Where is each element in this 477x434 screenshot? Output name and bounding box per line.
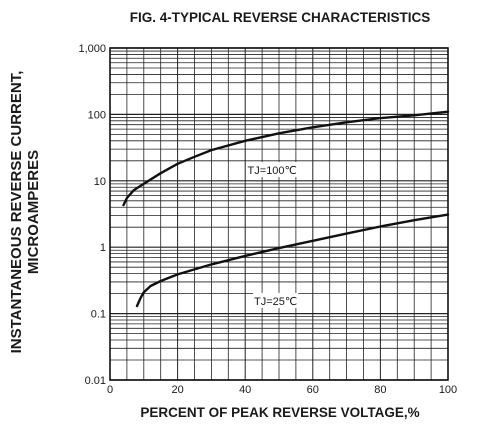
x-tick-label: 40 <box>239 384 251 396</box>
y-tick-label: 100 <box>88 109 106 121</box>
series-label-0: TJ=100℃ <box>248 165 297 177</box>
x-axis-title: PERCENT OF PEAK REVERSE VOLTAGE,% <box>140 405 420 420</box>
series-line-0 <box>122 110 450 207</box>
x-tick-label: 20 <box>171 384 183 396</box>
y-tick-label: 10 <box>94 176 106 188</box>
tick-labels: 0 20 40 60 80 100 1,000 100 10 1 0.1 0.01 <box>78 43 457 396</box>
series-line-1 <box>135 213 450 308</box>
x-tick-label: 60 <box>307 384 319 396</box>
x-tick-label: 0 <box>107 384 113 396</box>
y-tick-label: 0.01 <box>85 375 106 387</box>
series-label-bg-1 <box>253 292 299 308</box>
y-tick-label: 0.1 <box>91 309 106 321</box>
chart-title: FIG. 4-TYPICAL REVERSE CHARACTERISTICS <box>129 10 431 25</box>
series-label-1: TJ=25℃ <box>254 296 297 308</box>
x-tick-label: 80 <box>374 384 386 396</box>
grid <box>109 47 449 381</box>
series-group: TJ=100℃ TJ=25℃ <box>122 110 450 308</box>
y-tick-label: 1 <box>100 242 106 254</box>
y-tick-label: 1,000 <box>78 43 106 55</box>
series-label-bg-0 <box>246 162 298 178</box>
x-tick-label: 100 <box>439 384 457 396</box>
